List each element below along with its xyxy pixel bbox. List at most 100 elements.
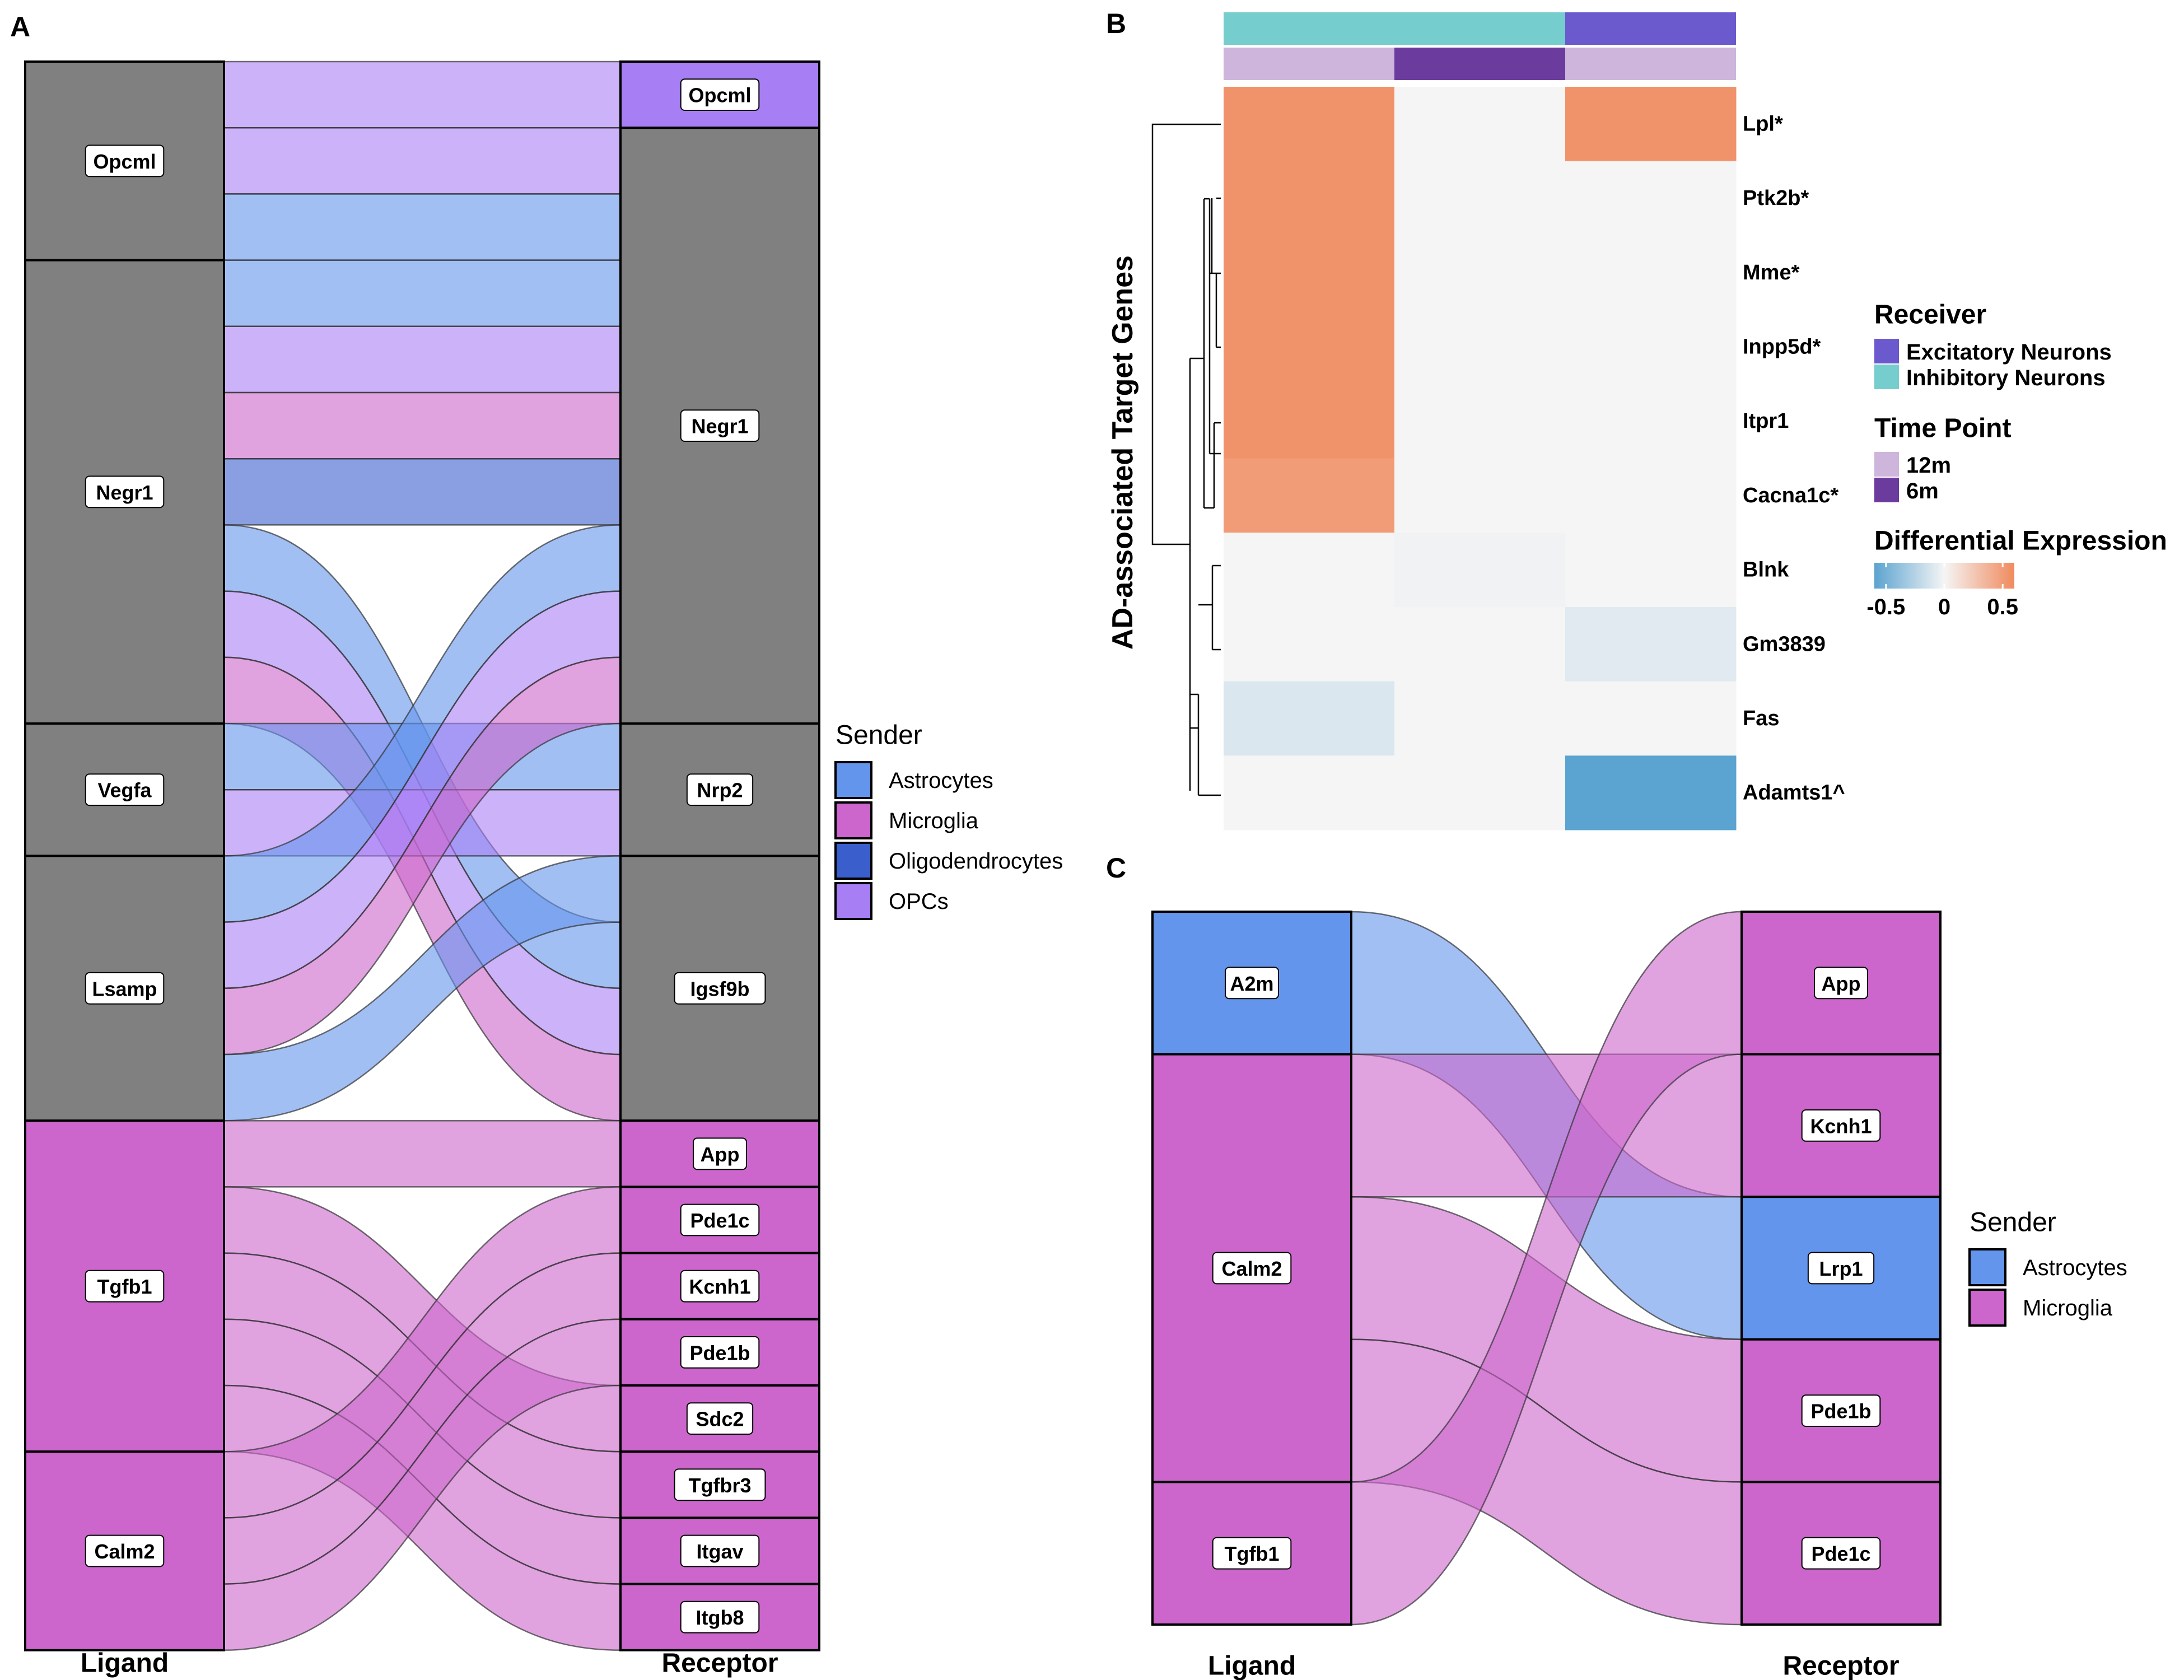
legend-entry-oligodendrocytes: Oligodendrocytes	[889, 849, 1063, 874]
receptor-label-nrp2-box	[686, 773, 754, 806]
annotation-time-1	[1394, 48, 1565, 80]
legend-swatch-microglia	[834, 801, 872, 839]
heat-cell-6-1	[1394, 533, 1566, 608]
axis-label-ligand: Ligand	[81, 1649, 169, 1678]
heat-cell-8-0	[1224, 681, 1395, 756]
row-label-2: Mme*	[1743, 261, 1800, 284]
row-label-1: Ptk2b*	[1743, 186, 1809, 210]
legend-swatch-astrocytes	[834, 761, 872, 799]
legend-swatch-receiver-0	[1874, 339, 1899, 363]
ligand-label-tgfb1: Tgfb1	[1225, 1542, 1280, 1565]
heat-cell-9-2	[1565, 755, 1737, 830]
ligand-label-a2m-box	[1225, 967, 1279, 1000]
legend-entry-microglia: Microglia	[2023, 1296, 2113, 1320]
flow-opcml-negr1	[223, 127, 622, 195]
heat-cell-0-1	[1394, 87, 1566, 162]
legend-swatch-receiver-1	[1874, 365, 1899, 389]
receptor-label-app: App	[701, 1143, 740, 1166]
ligand-label-tgfb1: Tgfb1	[97, 1275, 152, 1298]
heat-cell-5-1	[1394, 458, 1566, 533]
legend-entry-astrocytes: Astrocytes	[889, 768, 993, 793]
receptor-label-pde1b-box	[1801, 1394, 1881, 1427]
receptor-label-app: App	[1822, 972, 1861, 995]
heat-cell-4-0	[1224, 384, 1395, 459]
axis-label-receptor: Receptor	[661, 1649, 778, 1678]
legend-title-de: Differential Expression	[1874, 526, 2167, 556]
ligand-label-negr1: Negr1	[96, 481, 153, 504]
heat-cell-6-2	[1565, 533, 1737, 608]
flow-opcml-negr1	[223, 193, 622, 261]
axis-label-ligand: Ligand	[1208, 1651, 1296, 1680]
de-tick-label-2: 0.5	[1987, 595, 2018, 619]
heat-cell-2-0	[1224, 235, 1395, 310]
axis-label-receptor: Receptor	[1782, 1651, 1899, 1680]
receptor-label-itgb8-box	[680, 1600, 760, 1634]
receptor-label-sdc2-box	[686, 1402, 754, 1435]
heat-cell-1-2	[1565, 161, 1737, 236]
legend-title-receiver: Receiver	[1874, 300, 1986, 330]
panel-label-c: C	[1106, 852, 1126, 884]
heat-cell-7-0	[1224, 606, 1395, 682]
ligand-label-a2m: A2m	[1230, 972, 1273, 995]
heat-cell-3-0	[1224, 310, 1395, 385]
ligand-label-calm2-box	[85, 1534, 165, 1567]
heat-cell-4-1	[1394, 384, 1566, 459]
heat-cell-5-0	[1224, 458, 1395, 533]
heat-cell-9-0	[1224, 755, 1395, 830]
ligand-label-tgfb1-box	[1212, 1537, 1292, 1570]
heat-cell-4-2	[1565, 384, 1737, 459]
flow-negr1-negr1	[223, 325, 622, 394]
ligand-label-opcml-box	[85, 144, 165, 178]
ligand-label-opcml: Opcml	[93, 150, 156, 173]
legend-entry-receiver-0: Excitatory Neurons	[1906, 340, 2112, 365]
legend-entry-microglia: Microglia	[889, 809, 979, 833]
receptor-label-negr1: Negr1	[691, 415, 748, 438]
flow-calm2-kcnh1	[1350, 1053, 1743, 1198]
receptor-label-igsf9b-box	[674, 972, 766, 1005]
legend-entry-time-0: 12m	[1906, 453, 1951, 478]
legend-swatch-time-0	[1874, 452, 1899, 477]
receptor-label-lrp1-box	[1807, 1252, 1875, 1285]
legend-swatch-astrocytes	[1968, 1248, 2006, 1286]
heat-cell-2-2	[1565, 235, 1737, 310]
legend-title-sender: Sender	[1970, 1208, 2056, 1238]
heat-cell-1-0	[1224, 161, 1395, 236]
heat-cell-3-1	[1394, 310, 1566, 385]
heat-cell-2-1	[1394, 235, 1566, 310]
ligand-label-vegfa-box	[85, 773, 165, 806]
panel-label-b: B	[1106, 8, 1126, 39]
row-label-0: Lpl*	[1743, 112, 1783, 136]
panel-b: B Lpl* Ptk2b* Mme* Inpp5d* Itpr1 Cacna1c* Blnk G…	[1106, 8, 2167, 830]
flow-tgfb1-app	[223, 1119, 622, 1188]
row-label-3: Inpp5d*	[1743, 335, 1821, 358]
receptor-label-kcnh1-box	[680, 1270, 760, 1303]
receptor-label-kcnh1: Kcnh1	[1810, 1114, 1872, 1137]
legend-entry-astrocytes: Astrocytes	[2023, 1256, 2127, 1280]
receptor-label-itgav: Itgav	[696, 1540, 743, 1563]
receptor-label-itgav-box	[680, 1534, 760, 1567]
annotation-receiver-2	[1565, 12, 1736, 45]
legend-entry-opcs: OPCs	[889, 889, 949, 914]
receptor-label-app-box	[693, 1137, 747, 1170]
heat-cell-7-2	[1565, 606, 1737, 682]
heat-cell-7-1	[1394, 606, 1566, 682]
row-label-7: Gm3839	[1743, 632, 1826, 656]
ligand-label-calm2: Calm2	[94, 1540, 155, 1563]
receptor-node-itgav	[619, 1516, 820, 1585]
flow-negr1-negr1	[223, 259, 622, 328]
legend-entry-time-1: 6m	[1906, 479, 1939, 503]
receptor-label-pde1c-box	[680, 1203, 760, 1236]
heat-cell-5-2	[1565, 458, 1737, 533]
receptor-label-pde1c: Pde1c	[1811, 1542, 1870, 1565]
ligand-label-vegfa: Vegfa	[97, 779, 152, 802]
receptor-label-opcml-box	[680, 78, 760, 111]
dendrogram	[1151, 123, 1221, 796]
receptor-label-pde1b: Pde1b	[689, 1341, 750, 1364]
receptor-label-pde1b-box	[680, 1336, 760, 1369]
row-label-8: Fas	[1743, 707, 1779, 730]
panel-a: A Opcml Negr1 Vegfa Lsamp Tgfb1 Calm2 Opcml Negr…	[10, 11, 1063, 1678]
legend-entry-receiver-1: Inhibitory Neurons	[1906, 366, 2106, 390]
heat-cell-8-2	[1565, 681, 1737, 756]
receptor-label-kcnh1-box	[1801, 1109, 1881, 1142]
